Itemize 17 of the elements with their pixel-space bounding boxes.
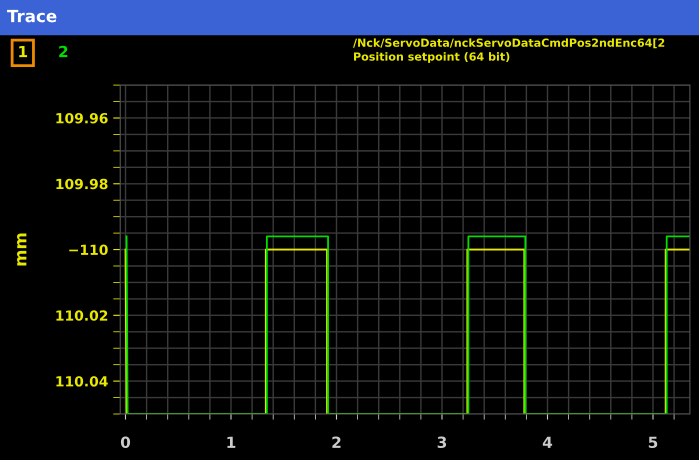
x-tick-label: 5: [648, 436, 658, 448]
text: Position setpoint (64 bit): [354, 52, 510, 63]
x-tick-label: 3: [438, 436, 446, 448]
x-tick-label: 0: [120, 436, 130, 448]
y-tick-label: 109.96: [56, 112, 108, 124]
text: /Nck/ServoData/nckServoDataCmdPos2ndEnc64[2: [352, 38, 664, 48]
x-tick-label: 2: [332, 436, 340, 448]
text: 2: [59, 46, 68, 58]
y-tick-label: 109.98: [56, 178, 108, 190]
y-tick-label: −110: [69, 244, 108, 256]
y-tick-label: 110.04: [56, 376, 108, 387]
y-axis-title: mm: [17, 234, 26, 266]
x-tick-label: 4: [542, 436, 552, 448]
text: 1: [19, 46, 28, 58]
y-tick-label: 110.02: [56, 310, 108, 321]
x-tick-label: 1: [227, 436, 236, 448]
chart-title: Trace: [7, 10, 56, 22]
